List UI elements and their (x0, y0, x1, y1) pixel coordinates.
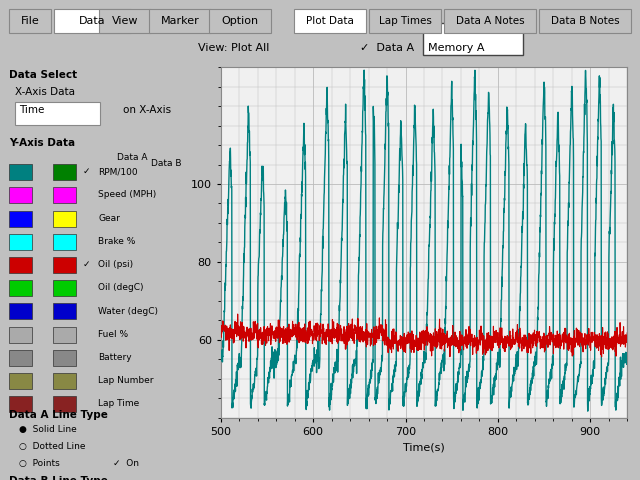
FancyBboxPatch shape (424, 23, 523, 55)
Text: on X-Axis: on X-Axis (123, 106, 171, 115)
FancyBboxPatch shape (10, 164, 32, 180)
FancyBboxPatch shape (10, 303, 32, 320)
Text: Plot: Plot (198, 14, 223, 24)
Text: Gear: Gear (98, 214, 120, 223)
Text: Marker: Marker (161, 16, 200, 26)
Text: Option: Option (221, 16, 259, 26)
Text: Oil (psi): Oil (psi) (98, 260, 133, 269)
FancyBboxPatch shape (10, 257, 32, 273)
FancyBboxPatch shape (209, 9, 271, 33)
Text: Fuel %: Fuel % (98, 330, 128, 339)
Text: Lap Number: Lap Number (98, 376, 154, 385)
FancyBboxPatch shape (10, 187, 32, 204)
Text: ✓  Data A: ✓ Data A (360, 43, 414, 53)
FancyBboxPatch shape (539, 9, 631, 33)
Text: ●  Solid Line: ● Solid Line (19, 425, 77, 434)
Text: ○  Points: ○ Points (19, 459, 60, 468)
Text: X-Axis Data: X-Axis Data (15, 87, 75, 97)
FancyBboxPatch shape (10, 280, 32, 296)
Text: Data B Line Type: Data B Line Type (10, 476, 108, 480)
Text: Data Select: Data Select (10, 70, 77, 80)
Text: Time: Time (19, 106, 44, 115)
Text: View: Plot All: View: Plot All (198, 43, 269, 53)
Text: View: View (112, 16, 138, 26)
FancyBboxPatch shape (53, 373, 76, 389)
Text: File: File (20, 16, 40, 26)
FancyBboxPatch shape (10, 327, 32, 343)
FancyBboxPatch shape (10, 396, 32, 412)
Text: ○  Dotted Line: ○ Dotted Line (19, 442, 85, 451)
FancyBboxPatch shape (53, 327, 76, 343)
FancyBboxPatch shape (10, 350, 32, 366)
Text: Memory A: Memory A (428, 43, 484, 53)
FancyBboxPatch shape (10, 234, 32, 250)
FancyBboxPatch shape (53, 257, 76, 273)
Text: Y-Axis Data: Y-Axis Data (10, 138, 76, 148)
Text: ✓: ✓ (83, 260, 91, 269)
FancyBboxPatch shape (53, 396, 76, 412)
FancyBboxPatch shape (53, 303, 76, 320)
FancyBboxPatch shape (149, 9, 211, 33)
Text: Data B: Data B (151, 159, 182, 168)
FancyBboxPatch shape (53, 211, 76, 227)
Text: Data A Line Type: Data A Line Type (10, 410, 108, 420)
Text: Oil (degC): Oil (degC) (98, 283, 143, 292)
Text: Plot Data: Plot Data (306, 16, 354, 26)
FancyBboxPatch shape (53, 280, 76, 296)
FancyBboxPatch shape (9, 9, 51, 33)
FancyBboxPatch shape (53, 164, 76, 180)
FancyBboxPatch shape (369, 9, 441, 33)
FancyBboxPatch shape (15, 102, 100, 125)
FancyBboxPatch shape (53, 350, 76, 366)
Text: Data A: Data A (117, 153, 148, 162)
Text: Data: Data (79, 16, 106, 26)
FancyBboxPatch shape (10, 373, 32, 389)
FancyBboxPatch shape (53, 187, 76, 204)
Text: RPM/100: RPM/100 (98, 167, 138, 176)
Text: Lap Times: Lap Times (379, 16, 431, 26)
Text: ✓  On: ✓ On (113, 459, 140, 468)
Text: ✓: ✓ (83, 167, 91, 176)
FancyBboxPatch shape (10, 211, 32, 227)
Text: Water (degC): Water (degC) (98, 307, 158, 315)
FancyBboxPatch shape (54, 9, 131, 33)
FancyBboxPatch shape (294, 9, 366, 33)
Text: Data A Notes: Data A Notes (456, 16, 524, 26)
Text: Battery: Battery (98, 353, 132, 362)
FancyBboxPatch shape (444, 9, 536, 33)
X-axis label: Time(s): Time(s) (403, 442, 445, 452)
FancyBboxPatch shape (53, 234, 76, 250)
Text: Speed (MPH): Speed (MPH) (98, 191, 156, 199)
Text: Brake %: Brake % (98, 237, 136, 246)
FancyBboxPatch shape (99, 9, 151, 33)
Text: Data B Notes: Data B Notes (550, 16, 620, 26)
Text: Lap Time: Lap Time (98, 399, 140, 408)
